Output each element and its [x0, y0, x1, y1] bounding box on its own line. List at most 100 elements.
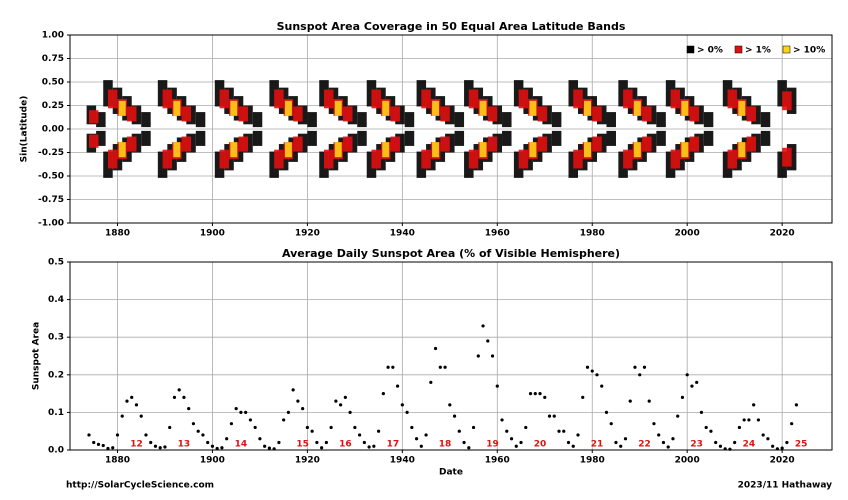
data-point — [206, 440, 210, 445]
data-point — [234, 407, 238, 411]
north-band — [334, 100, 342, 116]
south-band — [162, 149, 173, 169]
data-point — [172, 395, 177, 399]
north-band — [162, 89, 173, 109]
y-tick-label: 0.5 — [48, 258, 64, 268]
data-point — [277, 440, 281, 445]
south-band — [518, 149, 529, 169]
legend-swatch — [686, 45, 695, 54]
data-point — [490, 354, 495, 358]
north-band — [118, 100, 126, 116]
data-point — [766, 437, 770, 441]
north-band — [357, 112, 367, 128]
y-tick-label: -0.25 — [38, 148, 64, 158]
data-point — [144, 433, 148, 437]
data-point — [533, 392, 537, 396]
x-tick-label: 2000 — [675, 229, 700, 239]
footer-left: http://SolarCycleScience.com — [66, 481, 214, 491]
north-band — [252, 112, 263, 128]
data-point — [486, 339, 490, 343]
south-band — [670, 149, 681, 169]
south-band — [118, 142, 126, 158]
south-band — [487, 136, 498, 152]
north-band — [760, 112, 771, 128]
data-point — [210, 444, 215, 448]
data-point — [528, 392, 533, 396]
data-point — [139, 414, 143, 418]
north-band — [195, 112, 206, 128]
data-point — [229, 422, 234, 426]
north-band — [746, 106, 757, 122]
data-point — [448, 403, 452, 407]
data-point — [414, 437, 419, 441]
data-point — [376, 429, 381, 433]
south-band — [454, 130, 465, 146]
data-point — [590, 369, 594, 373]
north-band — [583, 100, 591, 116]
y-tick-label: 1.00 — [42, 31, 64, 41]
north-band — [421, 89, 431, 109]
data-point — [685, 373, 689, 377]
data-point — [92, 440, 96, 445]
north-band — [738, 100, 746, 116]
south-band — [371, 149, 381, 169]
y-tick-label: 0.50 — [42, 78, 64, 88]
data-point — [225, 437, 229, 441]
data-point — [457, 429, 461, 433]
north-band — [642, 106, 652, 122]
data-point — [676, 414, 680, 418]
north-band — [573, 89, 583, 109]
data-point — [756, 418, 761, 422]
data-point — [780, 446, 784, 450]
south-band — [404, 130, 415, 146]
data-point — [438, 365, 442, 369]
cycle-label: 13 — [178, 440, 191, 450]
north-band — [173, 100, 181, 116]
south-band — [592, 136, 602, 152]
north-band — [440, 106, 450, 122]
x-tick-label: 1980 — [580, 229, 605, 239]
data-point — [547, 414, 552, 418]
data-point — [652, 422, 656, 426]
south-band — [606, 130, 616, 146]
y-tick-label: -1.00 — [38, 219, 64, 229]
north-band — [479, 100, 487, 116]
south-band — [274, 149, 284, 169]
cycle-label: 17 — [387, 440, 400, 450]
data-point — [737, 425, 742, 430]
data-point — [794, 403, 798, 407]
south-band — [468, 149, 479, 169]
y-tick-label: -0.50 — [38, 172, 64, 182]
data-point — [571, 444, 575, 448]
data-point — [524, 425, 528, 430]
data-point — [106, 446, 110, 451]
x-tick-label: 1960 — [485, 456, 510, 466]
data-point — [191, 422, 196, 426]
data-point — [96, 442, 101, 446]
data-point — [576, 433, 580, 437]
legend-label: > 1% — [745, 46, 771, 56]
data-point — [557, 429, 561, 433]
north-band — [670, 89, 681, 109]
data-point — [253, 425, 257, 430]
data-point — [149, 440, 153, 445]
y-tick-label: -0.75 — [38, 195, 64, 205]
north-band — [88, 110, 99, 124]
south-band — [195, 130, 206, 146]
north-band — [107, 89, 118, 109]
data-point — [709, 429, 713, 433]
data-point — [343, 395, 347, 399]
north-band — [230, 100, 238, 116]
data-point — [367, 445, 371, 449]
data-point — [324, 440, 328, 445]
data-point — [320, 446, 324, 450]
north-band — [323, 89, 334, 109]
data-point — [623, 437, 628, 441]
north-band — [126, 106, 137, 122]
south-band — [738, 142, 746, 158]
data-point — [585, 365, 590, 369]
data-point — [353, 425, 357, 430]
data-point — [690, 384, 694, 388]
south-band — [633, 142, 641, 158]
